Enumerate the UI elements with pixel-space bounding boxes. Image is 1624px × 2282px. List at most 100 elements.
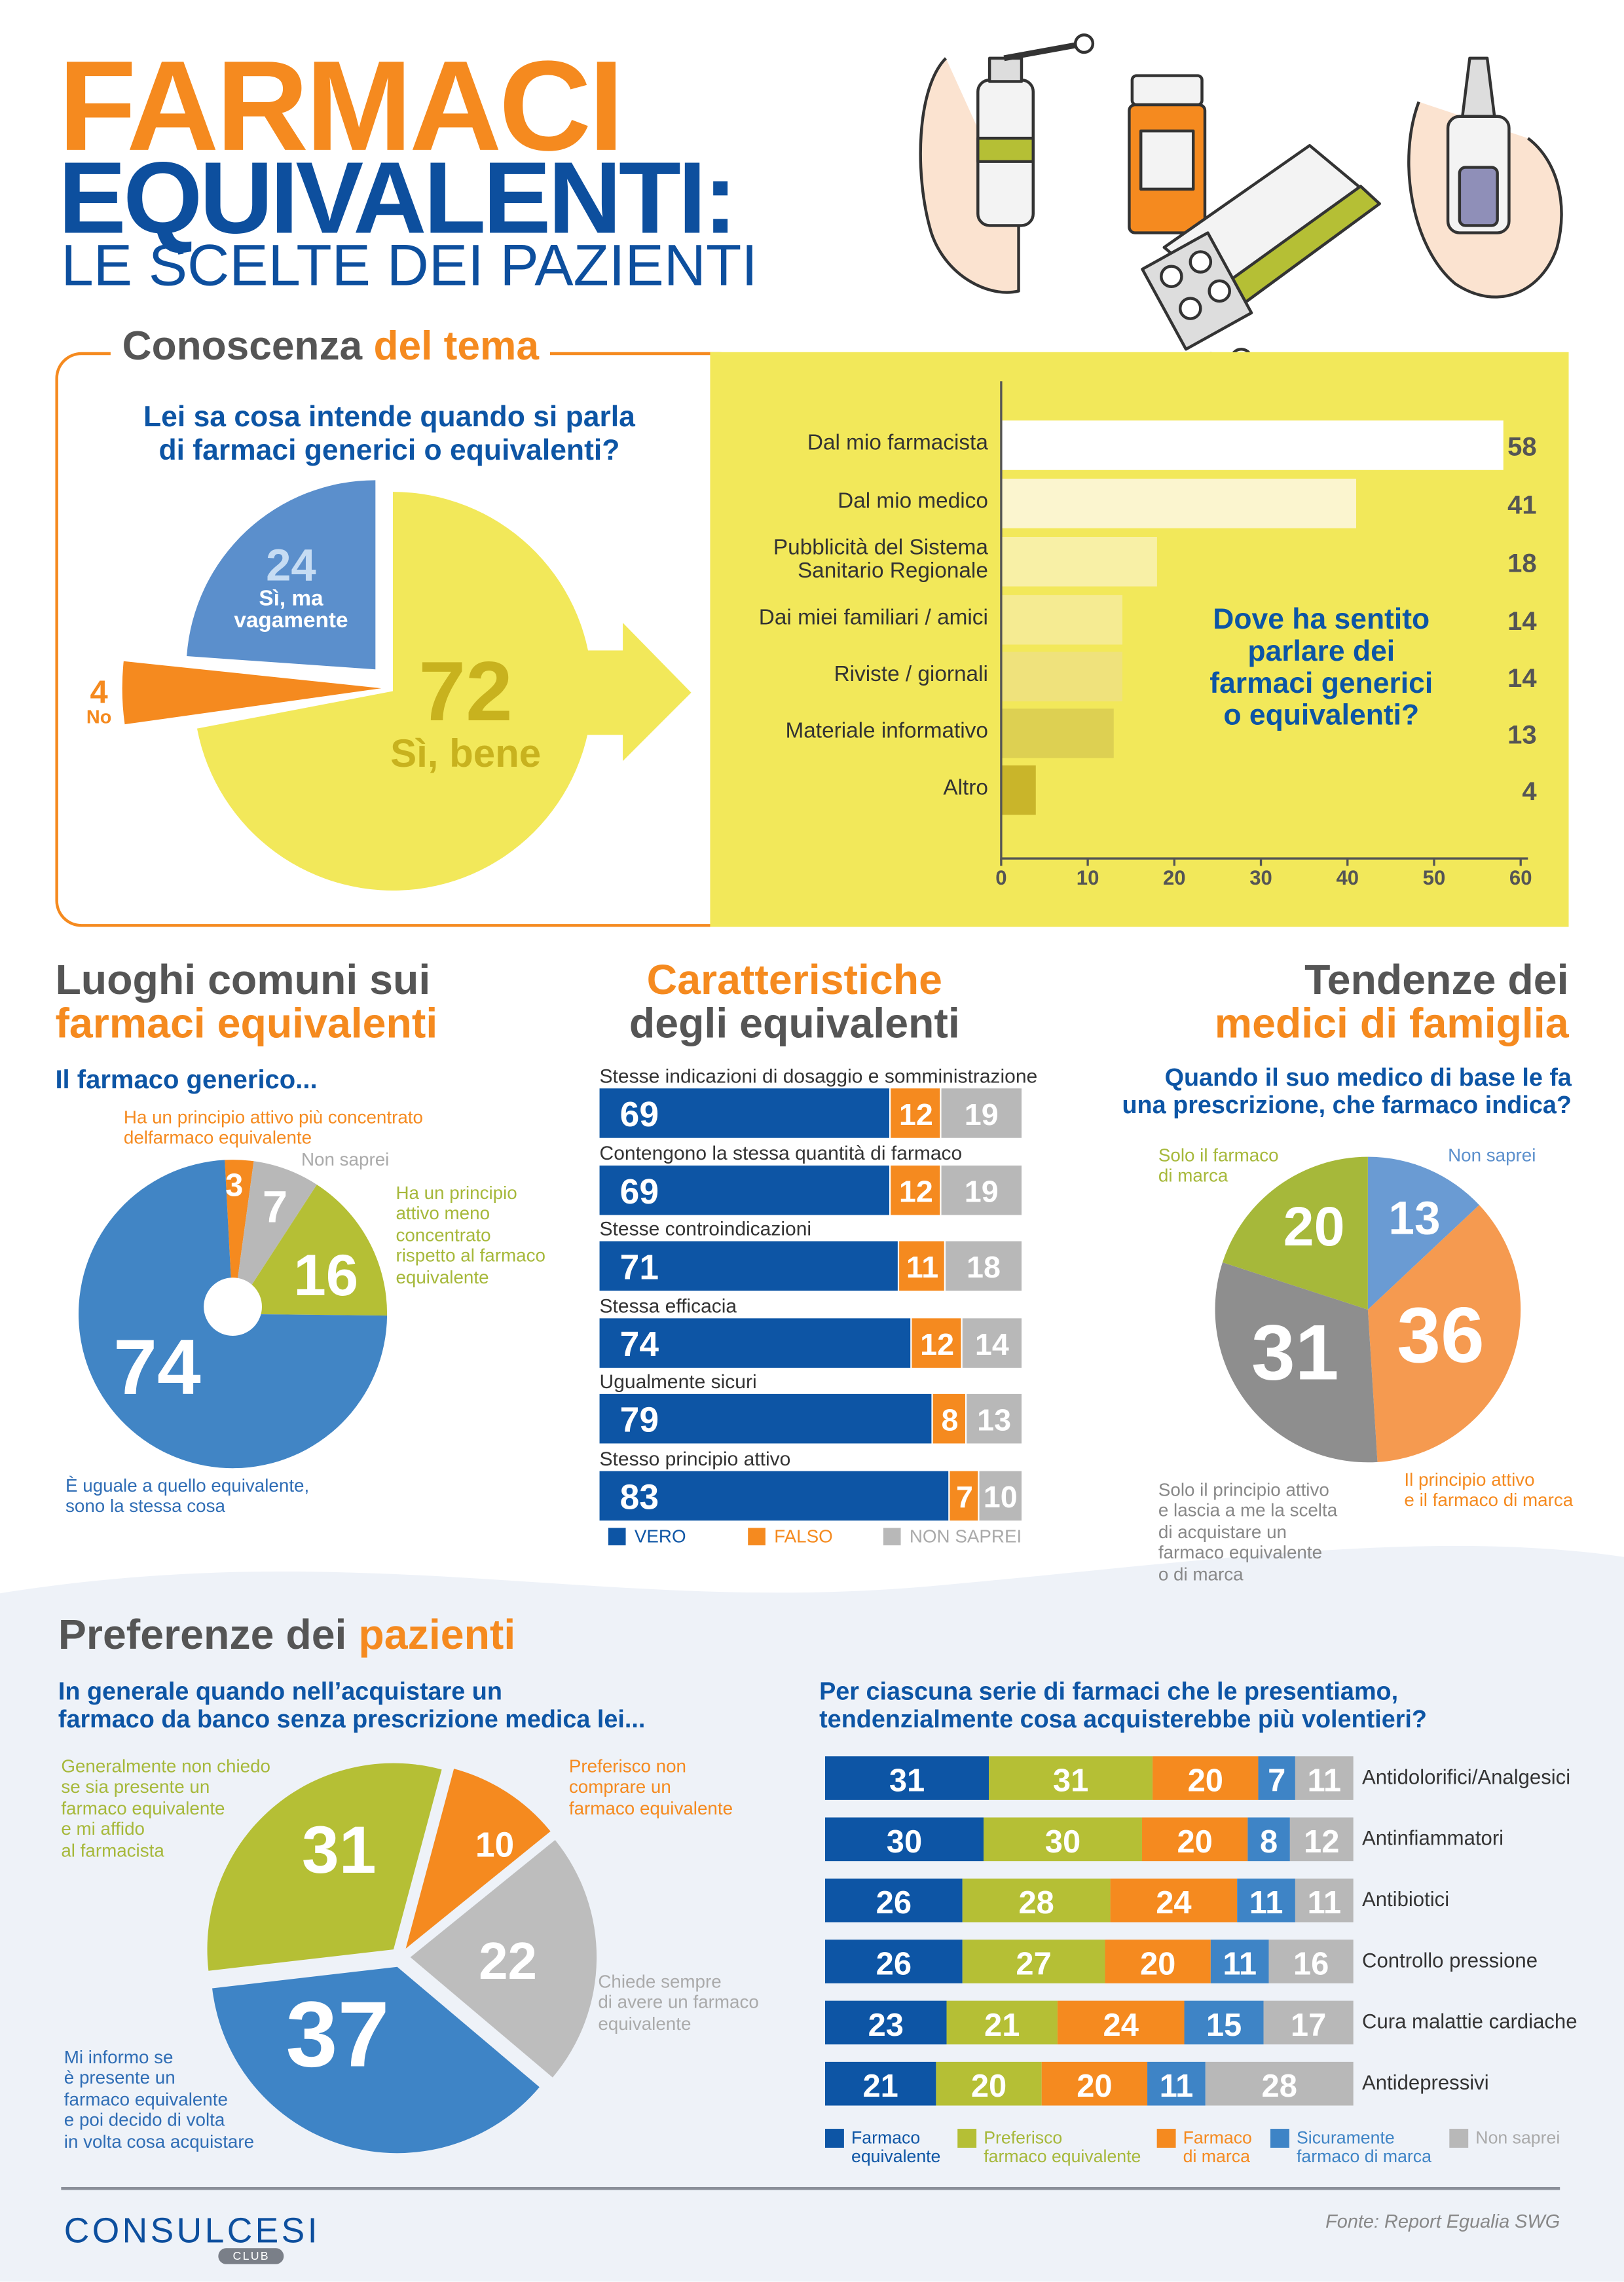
pref-value-0-3: 7 (1268, 1763, 1285, 1799)
conoscenza-question: Lei sa cosa intende quando si parla di f… (143, 401, 635, 468)
pref-bar-5-3 (1147, 2061, 1206, 2106)
stacked-category-4: Ugualmente sicuri (599, 1371, 757, 1393)
pie-value-si-vagamente: 24 (266, 540, 316, 591)
pie-slice-solo-principio (1215, 1262, 1378, 1463)
pref-bar-4-2 (1057, 2000, 1185, 2045)
caratteristiche-title-b: degli equivalenti (629, 1001, 960, 1048)
pref-bar-5-0 (824, 2061, 936, 2106)
stacked-category-2: Stesse controindicazioni (599, 1217, 812, 1240)
pref-value-4-0: 23 (868, 2008, 904, 2043)
stacked-bar-3-0 (599, 1318, 911, 1368)
pie-slice-non-comprare (405, 1769, 551, 1949)
pie-label-solo-principio: Solo il principio attivo e lascia a me l… (1158, 1479, 1338, 1584)
pie-value-non-saprei: 7 (263, 1182, 287, 1232)
pie-label-non-chiedo: Generalmente non chiedo se sia presente … (61, 1756, 271, 1861)
pref-legend-swatch-0 (824, 2129, 844, 2148)
pref-bar-2-1 (962, 1878, 1111, 1923)
pie-label-non-saprei-medici: Non saprei (1448, 1145, 1536, 1166)
bar-tick-label-1: 10 (1077, 866, 1099, 889)
pref-legend-label-4: Non saprei (1475, 2127, 1560, 2148)
arrow-decoration (574, 623, 692, 762)
stacked-bar-1-2 (941, 1165, 1022, 1215)
stacked-value-3-2: 14 (975, 1327, 1009, 1361)
legend-label-1: FALSO (774, 1526, 833, 1547)
pref-bar-5-4 (1205, 2061, 1354, 2106)
pie-label-meno-concentrato: Ha un principio attivo meno concentrato … (396, 1183, 545, 1287)
bar-tick-label-4: 40 (1336, 866, 1359, 889)
bar-value-2: 18 (1507, 549, 1536, 578)
bar-category-5: Materiale informativo (785, 718, 988, 744)
stacked-value-4-0: 79 (620, 1401, 659, 1440)
bar-6 (1001, 765, 1036, 815)
conoscenza-title-b: del tema (373, 323, 539, 369)
pref-value-3-1: 27 (1016, 1947, 1051, 1982)
pref-value-2-3: 11 (1249, 1885, 1283, 1921)
pie-value-piu-concentrato: 3 (225, 1168, 243, 1204)
pref-bar-0-4 (1295, 1756, 1354, 1800)
pie-slice-no (122, 661, 382, 725)
legend-swatch-2 (883, 1528, 901, 1545)
pie-label-uguale: È uguale a quello equivalente, sono la s… (65, 1475, 310, 1517)
pie-value-solo-principio: 31 (1251, 1309, 1338, 1397)
pie-label-non-saprei: Non saprei (301, 1149, 390, 1170)
pref-value-1-3: 8 (1260, 1824, 1278, 1860)
stacked-category-5: Stesso principio attivo (599, 1448, 791, 1470)
bar-4 (1001, 652, 1122, 702)
pref-value-4-4: 17 (1291, 2008, 1326, 2043)
pie-slice-mi-informo (212, 1966, 540, 2154)
pref-value-1-0: 30 (887, 1824, 922, 1860)
nasal-spray-hand-illustration (1407, 56, 1563, 299)
stacked-bar-5-1 (950, 1471, 978, 1521)
stacked-bar-5-0 (599, 1471, 949, 1521)
footer-divider (61, 2186, 1560, 2190)
pref-category-4: Cura malattie cardiache (1361, 2009, 1578, 2033)
pref-value-0-4: 11 (1307, 1763, 1341, 1799)
pref-value-4-1: 21 (984, 2008, 1020, 2043)
pref-value-4-2: 24 (1103, 2008, 1139, 2043)
bar-value-1: 41 (1507, 490, 1536, 519)
pie-value-mi-informo: 37 (286, 1983, 389, 2087)
legend-swatch-0 (608, 1528, 626, 1545)
bar-tick-label-3: 30 (1249, 866, 1272, 889)
pref-bar-0-1 (989, 1756, 1153, 1800)
bar-category-2: Pubblicità del Sistema Sanitario Regiona… (773, 535, 988, 583)
caratteristiche-title-a: Caratteristiche (646, 957, 942, 1004)
pref-value-5-4: 28 (1262, 2069, 1297, 2104)
bar-category-4: Riviste / giornali (834, 662, 988, 687)
pref-value-5-2: 20 (1077, 2069, 1112, 2104)
pie-slice-non-chiedo (207, 1763, 442, 1971)
stacked-category-0: Stesse indicazioni di dosaggio e sommini… (599, 1065, 1038, 1087)
stacked-bar-2-1 (899, 1241, 944, 1291)
pref-category-0: Antidolorifici/Analgesici (1361, 1765, 1571, 1789)
bar-3 (1001, 595, 1122, 645)
bar-2 (1001, 536, 1157, 587)
pie-slice-meno-concentrato (232, 1185, 388, 1316)
pref-legend-label-2: Farmaco di marca (1183, 2127, 1252, 2167)
pie-slice-non-saprei (232, 1161, 317, 1314)
bar-value-3: 14 (1507, 607, 1537, 636)
pref-value-1-2: 20 (1177, 1824, 1212, 1860)
pie-center-hole (204, 1278, 262, 1336)
spray-hand-illustration (919, 33, 1095, 294)
pref-legend-label-1: Preferisco farmaco equivalente (984, 2127, 1141, 2167)
pie-label-chiede-sempre: Chiede sempre di avere un farmaco equiva… (598, 1972, 759, 2034)
title-farmaci: FARMACI (58, 33, 624, 178)
pie-label-si-bene: Sì, bene (390, 731, 542, 776)
title-equivalenti: EQUIVALENTI: (58, 141, 737, 255)
pref-bar-1-0 (824, 1817, 984, 1862)
pref-value-5-1: 20 (971, 2069, 1006, 2104)
preferenze-question-right: Per ciascuna serie di farmaci che le pre… (819, 1678, 1428, 1733)
legend-label-0: VERO (634, 1526, 686, 1547)
stacked-bar-0-2 (941, 1088, 1022, 1138)
stacked-value-2-1: 11 (906, 1250, 938, 1284)
pie-slice-si-bene (196, 492, 593, 891)
pref-bar-0-3 (1258, 1756, 1295, 1800)
stacked-category-3: Stessa efficacia (599, 1295, 737, 1317)
legend-label-2: NON SAPREI (909, 1526, 1022, 1547)
stacked-bar-4-0 (599, 1393, 932, 1444)
bar-5 (1001, 709, 1114, 758)
pref-bar-5-2 (1041, 2061, 1148, 2106)
bar-tick-label-6: 60 (1509, 866, 1532, 889)
luoghi-question: Il farmaco generico... (55, 1065, 318, 1095)
